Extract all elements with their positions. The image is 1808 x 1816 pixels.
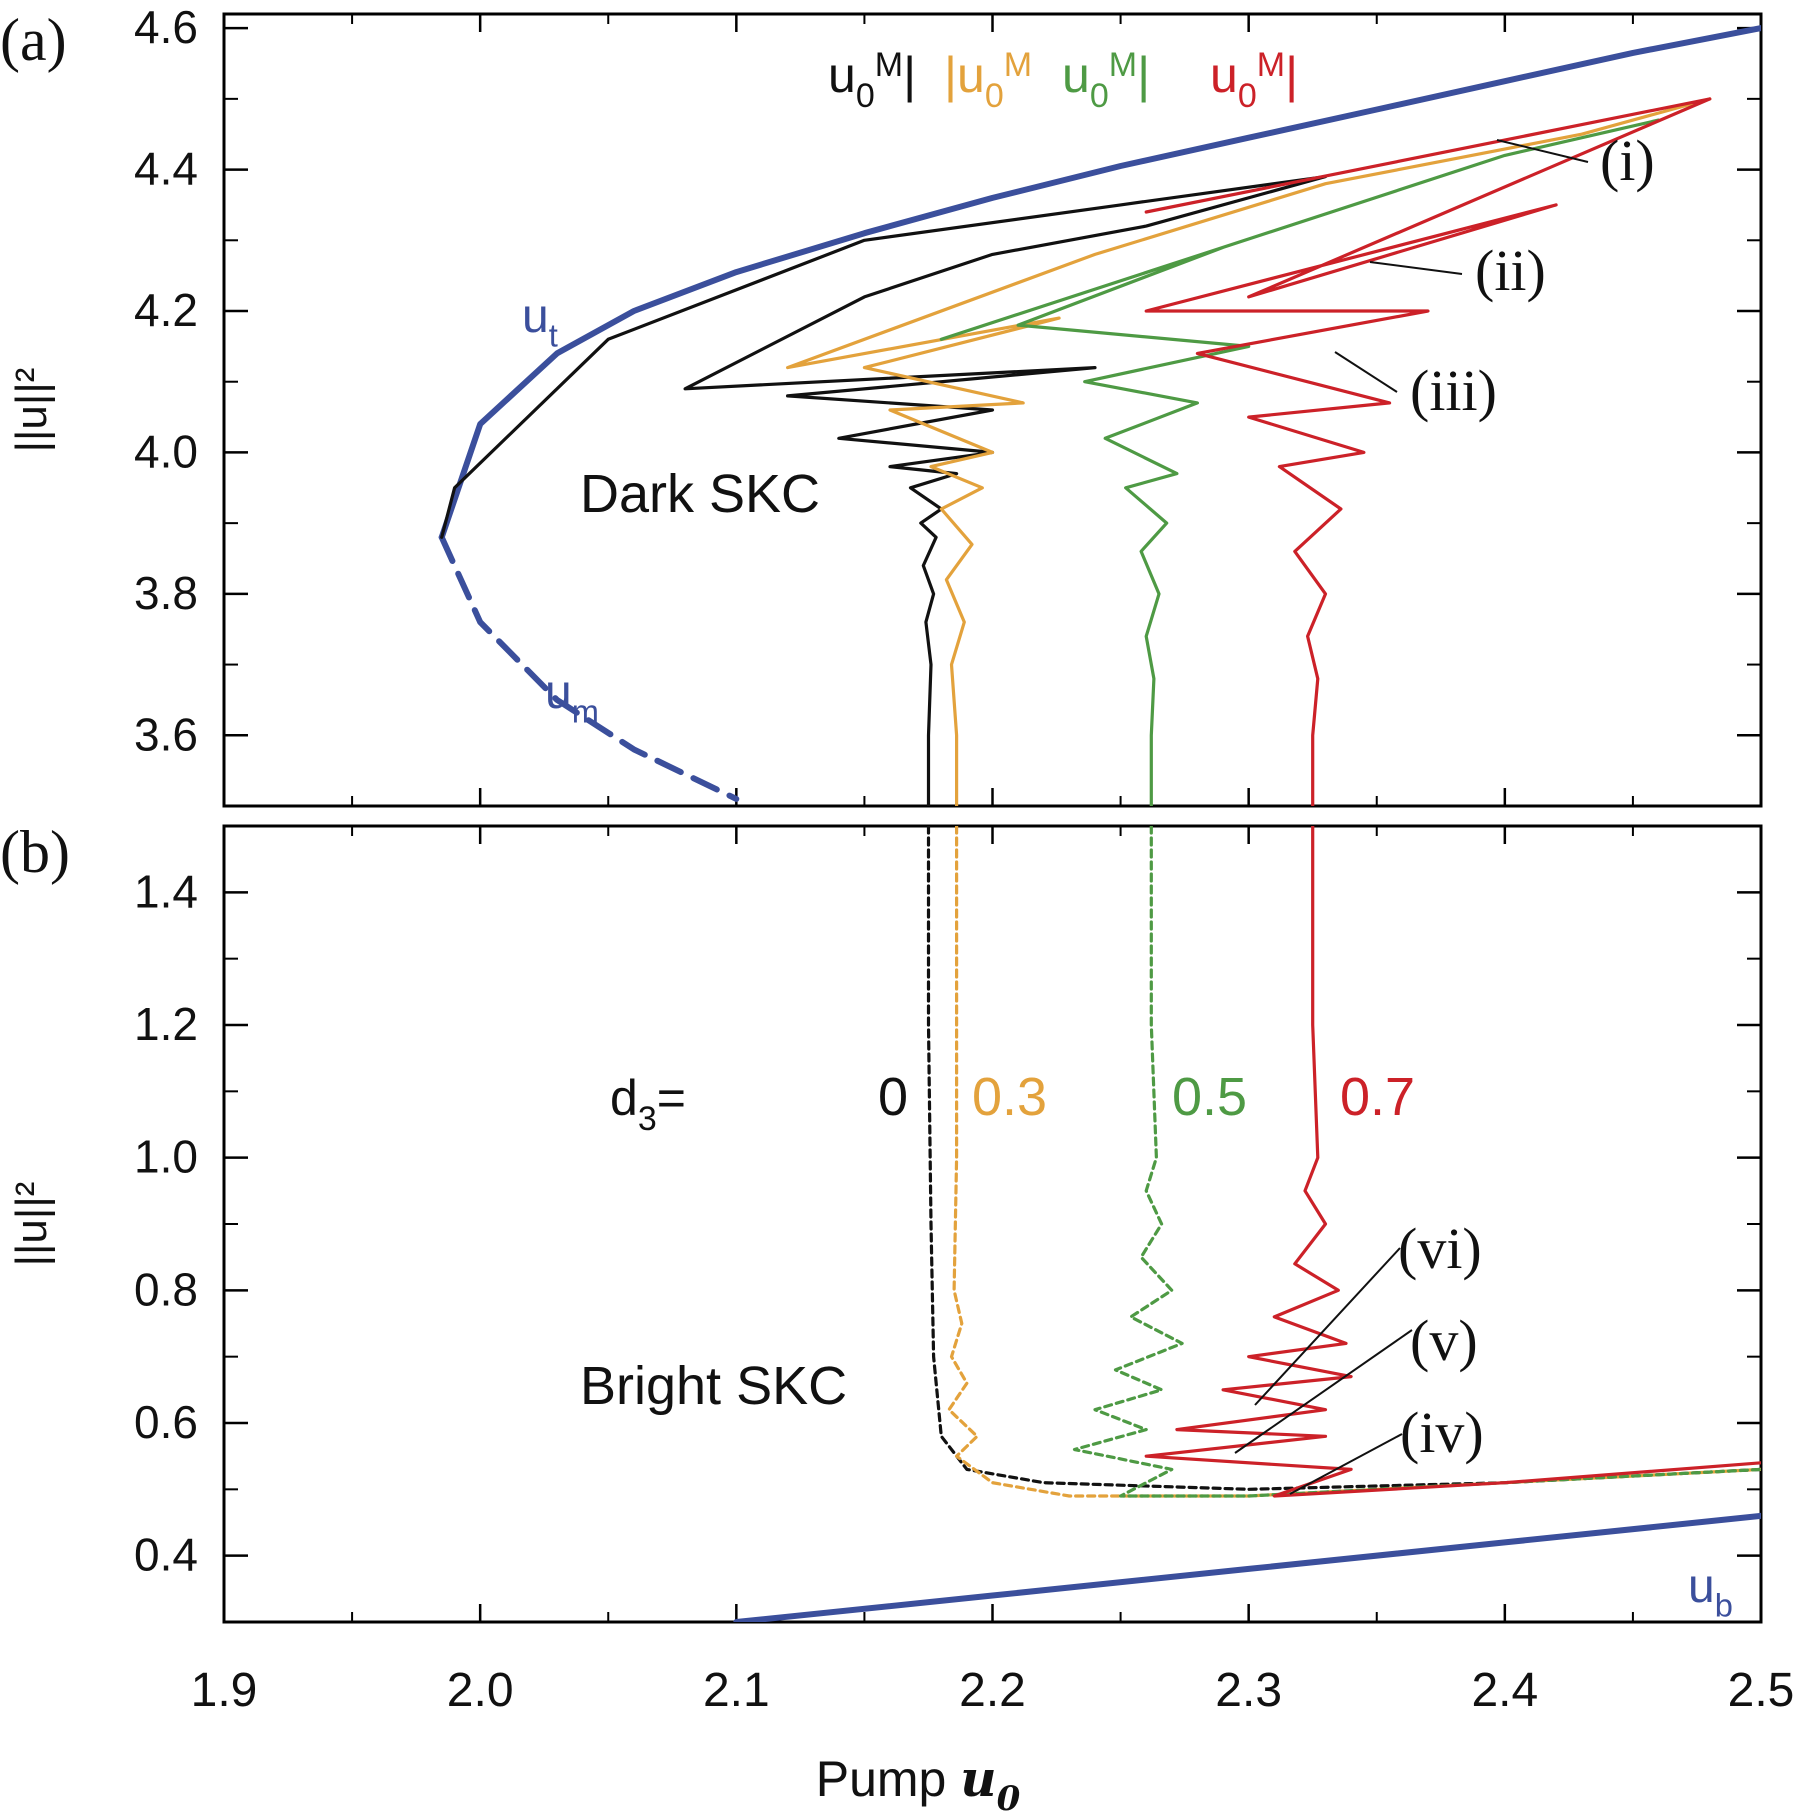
y-tick-label: 4.4 [134, 143, 198, 195]
series-line-panel-a-5 [1144, 97, 1712, 806]
series-line-panel-b-3 [1072, 826, 1761, 1498]
x-tick-label: 2.4 [1471, 1664, 1538, 1717]
series-line-panel-a-3 [785, 97, 1712, 806]
x-tick-label: 2.1 [703, 1664, 770, 1717]
y-axis-label: ||u||² [7, 368, 56, 453]
x-tick-label: 1.9 [191, 1664, 258, 1717]
d3-value-label: 0.7 [1340, 1067, 1415, 1127]
panel-label: (b) [0, 819, 70, 885]
plot-frame-panel-b [222, 824, 1763, 1624]
series-line-panel-b-0 [733, 1512, 1761, 1622]
d3-label: d3= [610, 1070, 686, 1138]
series-line-panel-b-2 [947, 826, 1761, 1498]
x-tick-label: 2.5 [1728, 1664, 1795, 1717]
x-axis-label: Pump u0 [816, 1749, 1021, 1816]
y-tick-label: 0.4 [134, 1529, 198, 1581]
leader-line [1369, 261, 1463, 275]
curve-label: ub [1688, 1560, 1733, 1623]
point-label: (iv) [1400, 1400, 1484, 1465]
leader-line [1496, 139, 1589, 163]
series-line-panel-a-1 [438, 534, 740, 802]
saddle-node-label: u0M| [828, 46, 916, 115]
leader-line [1289, 1433, 1403, 1495]
y-tick-label: 4.6 [134, 1, 198, 53]
saddle-node-label: u0M| [1210, 46, 1298, 115]
y-tick-label: 4.2 [134, 284, 198, 336]
series-line-panel-b-4 [1144, 826, 1761, 1498]
y-tick-label: 0.8 [134, 1263, 198, 1315]
series-line-panel-a-0 [438, 25, 1761, 541]
point-label: (vi) [1398, 1216, 1482, 1281]
x-tick-label: 2.0 [447, 1664, 514, 1717]
series-line-panel-a-2 [440, 175, 1328, 806]
curve-label: um [545, 666, 599, 729]
curves [438, 25, 1761, 1622]
point-label: (iii) [1410, 358, 1497, 423]
leader-line [1254, 1247, 1401, 1406]
point-label: (v) [1410, 1308, 1478, 1373]
annotation-panel-b: Bright SKC [580, 1356, 847, 1416]
leader-line [1234, 1329, 1413, 1454]
series-line-panel-a-4 [939, 118, 1661, 806]
y-tick-label: 3.6 [134, 708, 198, 760]
series-line-panel-b-1 [926, 826, 1761, 1491]
saddle-node-label: |u0M [944, 46, 1032, 115]
y-tick-label: 1.0 [134, 1131, 198, 1183]
x-tick-label: 2.2 [959, 1664, 1026, 1717]
point-label: (i) [1600, 128, 1655, 193]
annotation-panel-a: Dark SKC [580, 464, 820, 524]
x-tick-label: 2.3 [1215, 1664, 1282, 1717]
y-tick-label: 0.6 [134, 1396, 198, 1448]
point-label: (ii) [1475, 238, 1546, 303]
saddle-node-label: u0M| [1062, 46, 1150, 115]
y-tick-label: 1.4 [134, 865, 198, 917]
d3-value-label: 0.3 [972, 1067, 1047, 1127]
y-axis-label: ||u||² [7, 1182, 56, 1267]
y-tick-label: 4.0 [134, 425, 198, 477]
curve-label: ut [522, 290, 558, 353]
y-tick-label: 1.2 [134, 998, 198, 1050]
leader-line [1334, 351, 1398, 393]
d3-value-label: 0.5 [1172, 1067, 1247, 1127]
y-tick-label: 3.8 [134, 567, 198, 619]
d3-value-label: 0 [878, 1067, 908, 1127]
panel-label: (a) [0, 7, 67, 73]
